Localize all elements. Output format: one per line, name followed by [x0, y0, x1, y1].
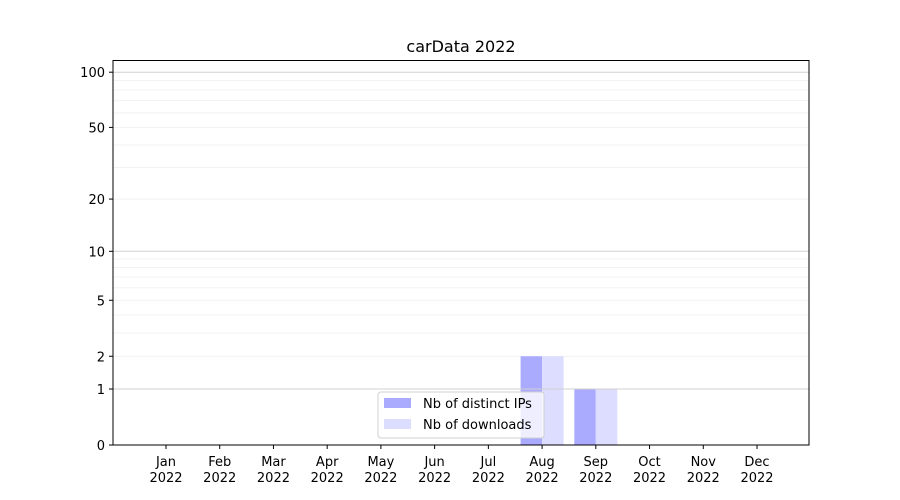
x-tick-label: Aug 2022 [526, 455, 559, 486]
legend-swatch [384, 419, 411, 429]
x-tick-label-line: 2022 [526, 471, 559, 486]
legend: Nb of distinct IPs Nb of downloads [377, 391, 545, 439]
x-tick-label-line: Jan [155, 455, 176, 470]
y-tick-label: 2 [97, 350, 105, 365]
x-tick-label: Jul 2022 [472, 455, 505, 486]
grid [113, 80, 809, 357]
x-tick-label-line: Oct [638, 455, 660, 470]
legend-label: Nb of downloads [423, 418, 532, 433]
plot-frame [112, 60, 810, 446]
x-tick-label: Mar 2022 [257, 455, 290, 486]
x-tick-label: Nov 2022 [687, 455, 720, 486]
x-tick-label-line: 2022 [418, 471, 451, 486]
y-tick-label: 10 [88, 245, 105, 260]
x-tick-label-line: 2022 [579, 471, 612, 486]
y-tick-label: 20 [88, 193, 105, 208]
x-tick-label-line: 2022 [203, 471, 236, 486]
x-tick-label: Apr 2022 [311, 455, 344, 486]
y-tick-label: 1 [97, 383, 105, 398]
bar [595, 389, 618, 445]
bar [574, 389, 596, 445]
x-tick-label-line: 2022 [633, 471, 666, 486]
x-tick-label-line: Mar [261, 455, 286, 470]
x-tick-label: Jan 2022 [149, 455, 182, 486]
x-tick-label-line: Nov [691, 455, 717, 470]
x-tick-label: Jun 2022 [418, 455, 451, 486]
x-tick-label-line: 2022 [472, 471, 505, 486]
x-tick-label-line: Jul [480, 455, 497, 470]
bar [542, 356, 564, 445]
x-tick-label-line: Dec [744, 455, 769, 470]
x-tick-label-line: Aug [529, 455, 554, 470]
legend-swatch [384, 398, 411, 408]
y-tick-label: 100 [80, 66, 105, 81]
x-tick-label-line: 2022 [364, 471, 397, 486]
x-tick-label: Sep 2022 [579, 455, 612, 486]
x-tick-label-line: 2022 [257, 471, 290, 486]
x-tick-label-line: Jun [423, 455, 444, 470]
chart-title: carData 2022 [406, 37, 515, 56]
x-tick-label: Feb 2022 [203, 455, 236, 486]
x-tick-label-line: May [367, 455, 394, 470]
x-tick-label-line: 2022 [740, 471, 773, 486]
x-tick-label-line: 2022 [687, 471, 720, 486]
y-tick-label: 50 [88, 121, 105, 136]
grid-major [113, 71, 809, 390]
y-axis: 0 1 2 5 10 20 50 100 [80, 66, 113, 454]
y-tick-label: 5 [97, 294, 105, 309]
x-tick-label-line: 2022 [149, 471, 182, 486]
y-tick-label: 0 [97, 439, 105, 454]
legend-label: Nb of distinct IPs [423, 397, 532, 412]
x-tick-label-line: 2022 [311, 471, 344, 486]
x-tick-label-line: Sep [584, 455, 609, 470]
x-tick-label: Dec 2022 [740, 455, 773, 486]
x-tick-label-line: Apr [316, 455, 339, 470]
x-tick-label-line: Feb [208, 455, 231, 470]
x-tick-label: May 2022 [364, 455, 397, 486]
legend-box [377, 391, 545, 439]
x-tick-label: Oct 2022 [633, 455, 666, 486]
